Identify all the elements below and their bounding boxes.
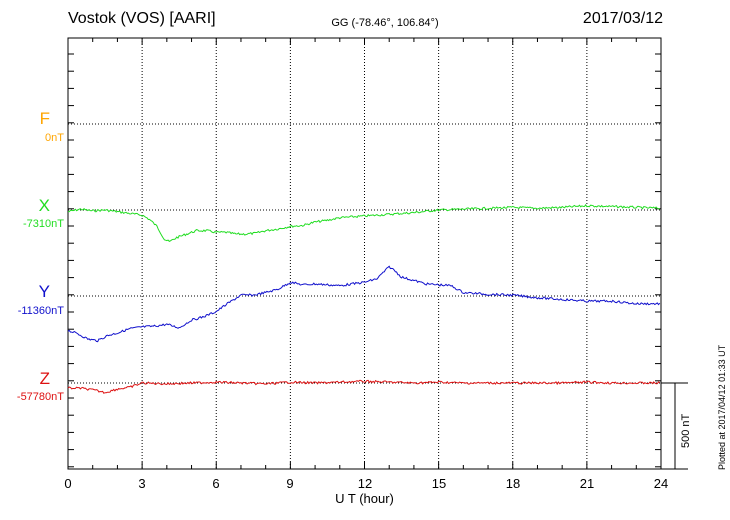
station-title: Vostok (VOS) [AARI] [68,10,216,27]
series-line-x [67,204,660,243]
x-tick-label: 24 [653,476,669,491]
x-tick-label: 0 [64,476,72,491]
component-baseline-f: 0nT [45,132,64,144]
plotted-timestamp: Plotted at 2017/04/12 01:33 UT [717,344,727,470]
scale-bar-label: 500 nT [680,413,692,448]
x-tick-label: 3 [138,476,146,491]
component-baseline-z: -57780nT [16,391,64,403]
x-tick-label: 21 [579,476,595,491]
x-tick-label: 6 [212,476,220,491]
x-tick-label: 9 [286,476,294,491]
x-tick-label: 12 [357,476,373,491]
x-axis-label: U T (hour) [335,491,394,506]
component-label-z: Z [39,369,50,388]
x-tick-label: 15 [431,476,447,491]
component-label-f: F [39,109,50,128]
component-label-x: X [38,196,50,215]
series-line-z [67,379,661,394]
component-baseline-y: -11360nT [17,305,64,317]
plot-date: 2017/03/12 [582,10,663,27]
x-tick-label: 18 [505,476,521,491]
series-line-y [67,265,661,343]
geographic-coordinates: GG (-78.46°, 106.84°) [331,17,439,29]
component-baseline-x: -7310nT [23,218,64,230]
component-label-y: Y [38,282,50,301]
